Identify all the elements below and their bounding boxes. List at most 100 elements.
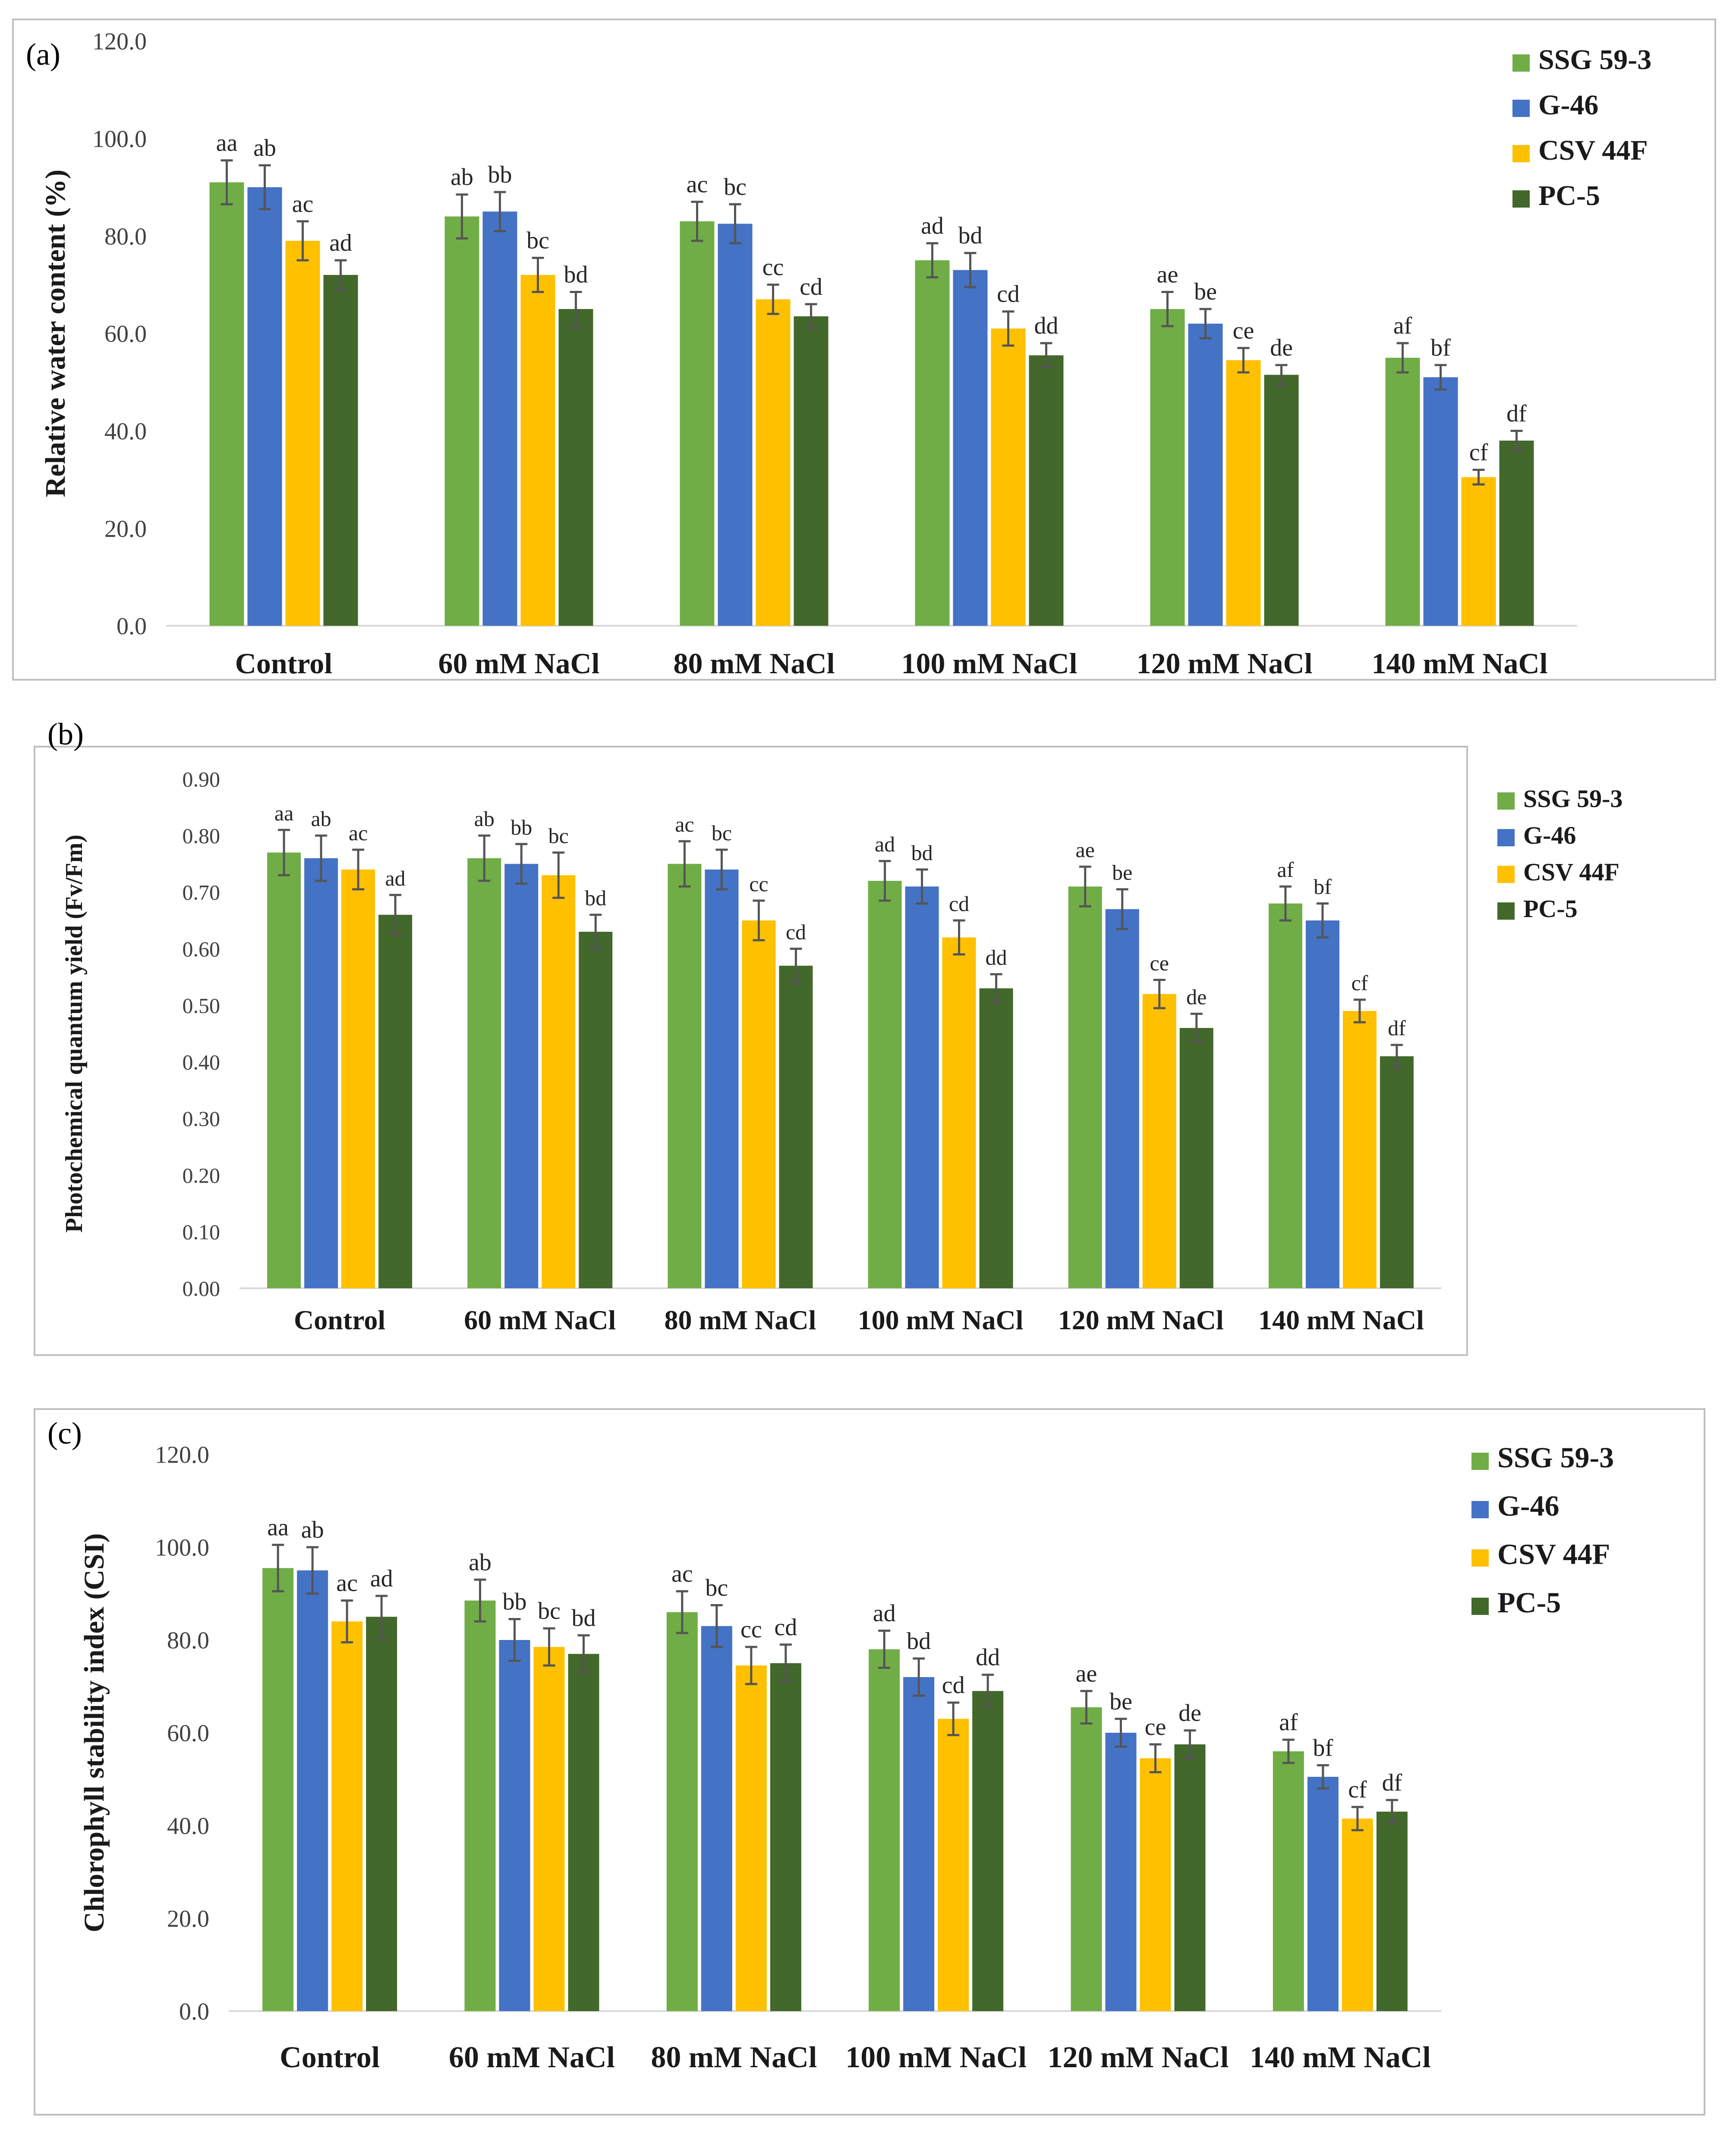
y-tick-label: 120.0 — [155, 1442, 209, 1469]
error-bar — [678, 840, 691, 888]
y-tick-label: 0.80 — [183, 824, 221, 848]
error-bar — [767, 284, 779, 315]
error-bar — [552, 851, 565, 899]
error-bar — [278, 829, 290, 877]
error-bar — [753, 899, 765, 942]
bar-csv-44f-140-mm-nacl — [1461, 477, 1496, 626]
data-label: af — [1277, 858, 1294, 882]
bar-ssg-59-3-control — [267, 852, 301, 1288]
bar-g-46-80-mm-nacl — [718, 224, 753, 626]
error-bar — [1149, 1743, 1162, 1773]
data-label: aa — [216, 130, 238, 157]
error-bar — [389, 894, 402, 936]
error-bar — [1115, 1718, 1127, 1748]
data-label: ae — [1076, 1660, 1097, 1687]
legend-swatch-csv-44f — [1497, 866, 1515, 883]
error-bar — [1184, 1729, 1196, 1760]
legend-label-ssg-59-3: SSG 59-3 — [1497, 1441, 1614, 1474]
error-bar — [1390, 1044, 1403, 1069]
bar-g-46-control — [297, 1570, 328, 2011]
data-label: cd — [949, 892, 969, 916]
error-bar — [916, 868, 928, 905]
data-label: de — [1186, 985, 1207, 1009]
error-bar — [1279, 885, 1292, 922]
bar-ssg-59-3-80-mm-nacl — [668, 864, 702, 1288]
legend-swatch-pc-5 — [1512, 190, 1530, 208]
error-bar — [334, 259, 347, 291]
data-label: cf — [1351, 971, 1368, 995]
y-tick-label: 40.0 — [167, 1813, 209, 1840]
error-bar — [474, 1578, 486, 1623]
y-tick-label: 120.0 — [92, 28, 147, 55]
bar-pc-5-120-mm-nacl — [1264, 375, 1299, 626]
bar-g-46-80-mm-nacl — [701, 1626, 732, 2011]
y-tick-label: 0.0 — [179, 1999, 209, 2025]
error-bar — [715, 848, 728, 891]
bar-csv-44f-100-mm-nacl — [938, 1719, 969, 2011]
data-label: ce — [1233, 317, 1254, 344]
data-label: aa — [267, 1514, 289, 1541]
data-label: dd — [1034, 312, 1059, 339]
y-tick-label: 0.40 — [183, 1050, 221, 1074]
x-category-label: 60 mM NaCl — [464, 1305, 616, 1335]
error-bar — [577, 1634, 590, 1674]
error-bar — [913, 1657, 925, 1697]
bar-pc-5-100-mm-nacl — [972, 1691, 1004, 2011]
error-bar — [676, 1590, 688, 1634]
x-category-label: Control — [235, 647, 332, 680]
data-label: df — [1388, 1016, 1406, 1040]
y-tick-label: 0.10 — [183, 1220, 221, 1244]
data-label: ae — [1157, 262, 1178, 288]
error-bar — [258, 164, 271, 211]
y-tick-label: 0.70 — [183, 880, 221, 905]
bar-pc-5-control — [366, 1617, 397, 2011]
x-category-label: 80 mM NaCl — [651, 2041, 817, 2074]
bar-g-46-120-mm-nacl — [1105, 1733, 1137, 2011]
bar-ssg-59-3-control — [209, 182, 244, 626]
error-bar — [508, 1618, 521, 1662]
error-bar — [947, 1701, 960, 1736]
bar-pc-5-120-mm-nacl — [1174, 1744, 1206, 2011]
y-tick-label: 0.90 — [183, 767, 221, 792]
error-bar — [515, 843, 528, 885]
legend-label-g-46: G-46 — [1538, 89, 1598, 121]
data-label: cf — [1469, 439, 1488, 466]
error-bar — [790, 947, 802, 984]
bar-g-46-60-mm-nacl — [482, 211, 517, 626]
data-label: df — [1382, 1769, 1402, 1796]
x-category-label: 60 mM NaCl — [449, 2041, 615, 2074]
bar-csv-44f-60-mm-nacl — [520, 275, 555, 626]
error-bar — [745, 1646, 757, 1685]
data-label: ae — [1076, 838, 1095, 862]
bar-ssg-59-3-120-mm-nacl — [1150, 309, 1185, 626]
legend-label-pc-5: PC-5 — [1497, 1586, 1561, 1619]
error-bar — [879, 860, 891, 902]
error-bar — [532, 256, 544, 293]
bar-ssg-59-3-60-mm-nacl — [467, 858, 501, 1288]
error-bar — [1153, 978, 1166, 1009]
bar-csv-44f-120-mm-nacl — [1142, 994, 1176, 1288]
panel-letter-a: (a) — [26, 37, 60, 72]
data-label: ad — [875, 832, 895, 856]
data-label: ad — [329, 230, 352, 256]
bar-csv-44f-control — [331, 1621, 363, 2011]
bar-ssg-59-3-60-mm-nacl — [464, 1600, 496, 2011]
data-label: bb — [488, 161, 512, 188]
y-axis-label-a: Relative water content (%) — [40, 170, 71, 497]
data-label: bb — [510, 815, 532, 839]
data-label: ac — [336, 1570, 358, 1597]
bar-ssg-59-3-120-mm-nacl — [1068, 886, 1102, 1288]
error-bar — [1199, 308, 1212, 340]
error-bar — [478, 834, 491, 882]
data-label: bc — [548, 823, 569, 848]
legend-label-csv-44f: CSV 44F — [1523, 858, 1619, 886]
data-label: ad — [921, 213, 944, 240]
error-bar — [589, 914, 602, 950]
y-tick-label: 100.0 — [155, 1535, 209, 1561]
bar-ssg-59-3-140-mm-nacl — [1273, 1751, 1304, 2011]
legend-swatch-ssg-59-3 — [1471, 1453, 1489, 1470]
data-label: bc — [705, 1574, 728, 1601]
bar-pc-5-140-mm-nacl — [1499, 440, 1534, 626]
error-bar — [990, 973, 1002, 1004]
bar-pc-5-control — [378, 914, 413, 1288]
